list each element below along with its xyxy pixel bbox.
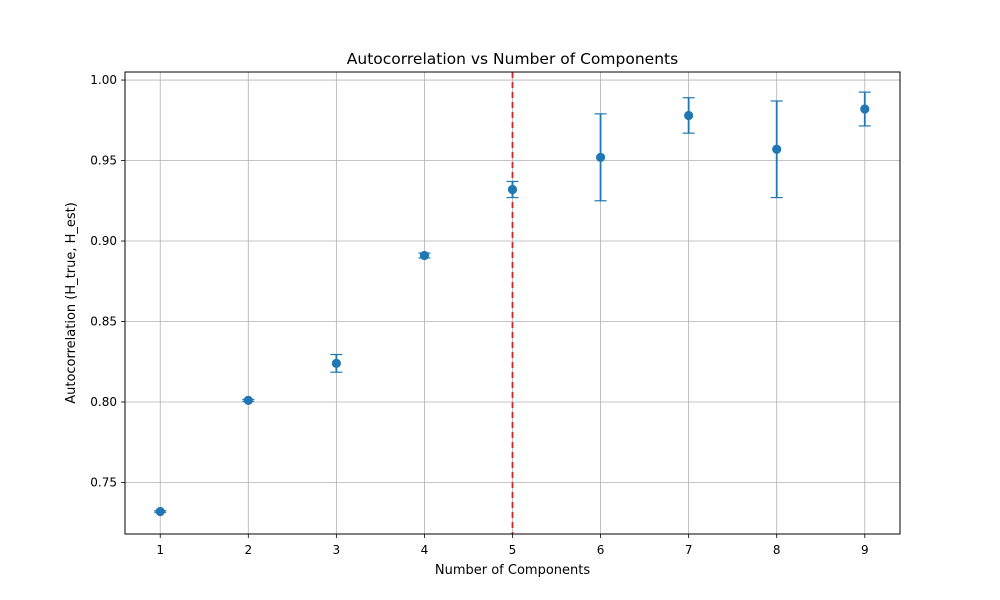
y-axis-label: Autocorrelation (H_true, H_est) xyxy=(64,202,79,404)
y-tick-label: 0.75 xyxy=(90,475,117,489)
data-point xyxy=(772,144,782,154)
x-tick-label: 3 xyxy=(333,543,341,557)
data-points xyxy=(155,104,870,517)
y-tick-label: 0.90 xyxy=(90,234,117,248)
x-tick-label: 1 xyxy=(156,543,164,557)
x-tick-label: 4 xyxy=(421,543,429,557)
chart-title: Autocorrelation vs Number of Components xyxy=(347,50,678,68)
x-axis-ticks: 1 2 3 4 5 6 7 8 9 xyxy=(156,534,869,557)
x-tick-label: 9 xyxy=(861,543,869,557)
x-tick-label: 8 xyxy=(773,543,781,557)
x-tick-label: 6 xyxy=(597,543,605,557)
data-point xyxy=(243,395,253,405)
x-tick-label: 2 xyxy=(244,543,252,557)
x-tick-label: 5 xyxy=(509,543,517,557)
y-axis-ticks: 0.75 0.80 0.85 0.90 0.95 1.00 xyxy=(90,73,125,489)
data-point xyxy=(507,184,518,195)
x-tick-label: 7 xyxy=(685,543,693,557)
data-point xyxy=(155,506,165,517)
x-axis-label: Number of Components xyxy=(435,563,590,578)
y-tick-label: 0.80 xyxy=(90,395,117,409)
data-point xyxy=(684,110,694,121)
data-point xyxy=(331,358,341,368)
data-point xyxy=(860,104,870,114)
y-tick-label: 1.00 xyxy=(90,73,117,87)
y-tick-label: 0.95 xyxy=(90,154,117,168)
y-tick-label: 0.85 xyxy=(90,315,117,329)
data-point xyxy=(419,250,430,261)
data-point xyxy=(595,152,606,162)
